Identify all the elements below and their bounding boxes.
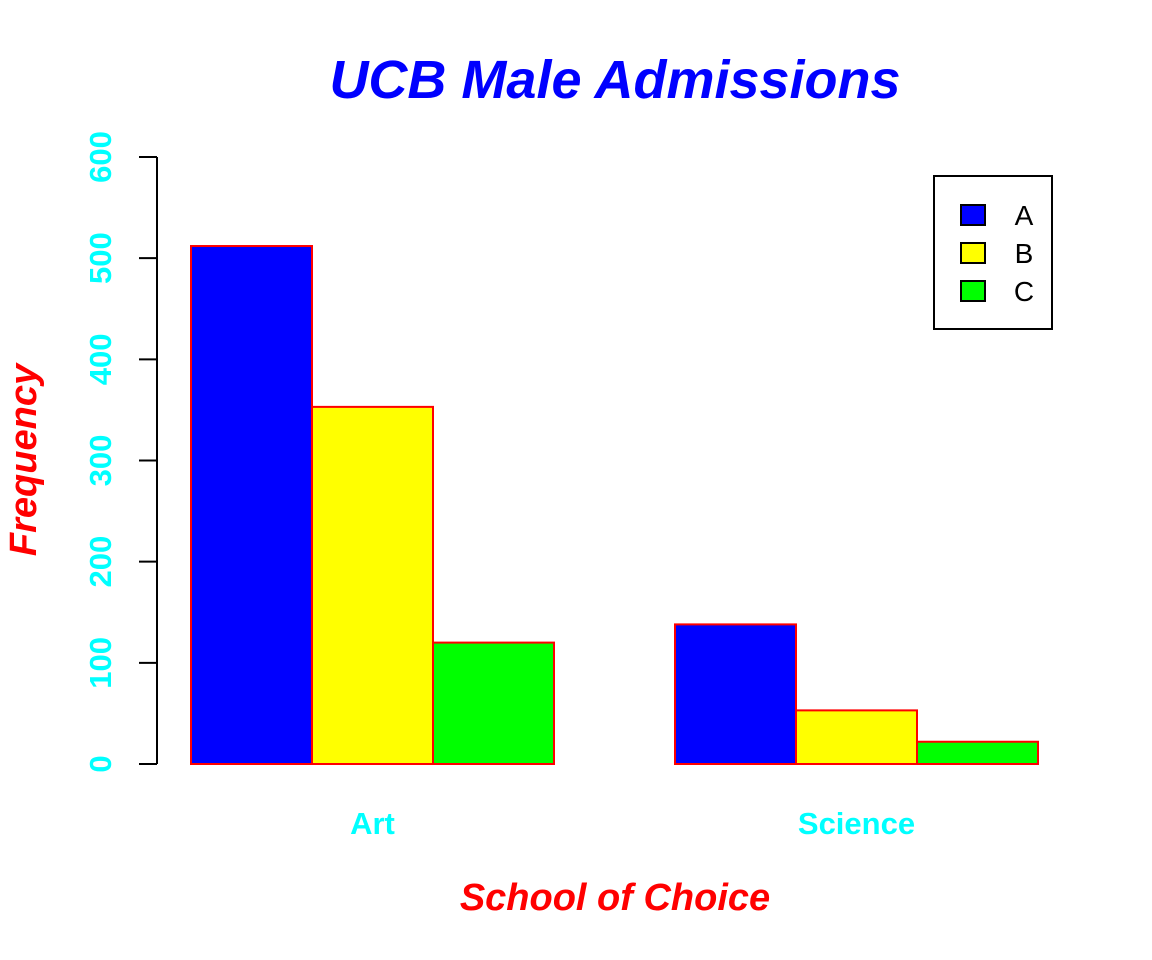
x-axis-title: School of Choice [460, 877, 770, 919]
y-tick-label: 400 [83, 333, 118, 385]
y-tick-label: 0 [83, 755, 118, 772]
legend-swatch-C [960, 280, 986, 302]
y-axis-title: Frequency [3, 362, 45, 556]
category-label: Science [798, 806, 915, 841]
y-axis: 0 100 200 300 400 500 600 [83, 131, 158, 773]
bars [190, 245, 1039, 766]
category-labels: Art Science [350, 806, 915, 841]
legend-label: A [1015, 200, 1034, 231]
bar-C-art [432, 641, 555, 765]
y-tick-label: 200 [83, 536, 118, 588]
legend-label: B [1015, 238, 1034, 269]
y-tick-label: 500 [83, 232, 118, 284]
legend-swatch-B [960, 242, 986, 264]
y-tick-label: 100 [83, 637, 118, 689]
chart-title: UCB Male Admissions [329, 50, 900, 110]
bar-A-art [190, 245, 313, 765]
legend-label: C [1014, 276, 1034, 307]
bar-B-art [311, 405, 434, 765]
y-tick-label: 300 [83, 435, 118, 487]
bar-B-science [795, 709, 918, 765]
y-tick-label: 600 [83, 131, 118, 183]
legend-swatch-A [960, 204, 986, 226]
bar-C-science [916, 740, 1039, 766]
bar-A-science [674, 623, 797, 766]
category-label: Art [350, 806, 395, 841]
legend: ABC [933, 175, 1053, 330]
legend-box [933, 175, 1053, 330]
